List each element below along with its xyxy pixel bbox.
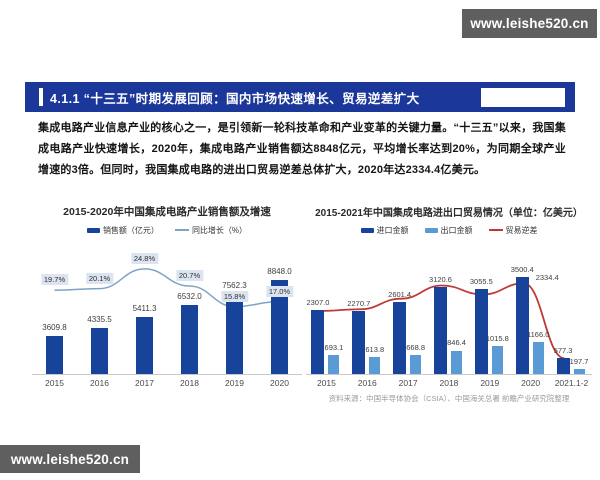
value-label: 4335.5: [87, 315, 112, 325]
x-axis-label: 2016: [90, 378, 109, 388]
value-label: 3120.6: [429, 275, 452, 285]
growth-rate-label: 15.8%: [220, 290, 249, 302]
sales-chart-legend: 销售额（亿元） 同比增长（%）: [32, 224, 302, 236]
value-label: 2307.0: [306, 297, 330, 307]
legend-item-deficit: 贸易逆差: [488, 225, 538, 236]
value-label: 2601.4: [388, 289, 412, 299]
x-axis-label: 2015: [316, 378, 336, 388]
section-title-bar: 4.1.1 “十三五”时期发展回顾：国内市场快速增长、贸易逆差扩大: [25, 82, 575, 112]
x-axis-label: 2020: [521, 378, 541, 388]
growth-rate-label: 24.8%: [130, 252, 159, 264]
export-bar: [410, 355, 422, 374]
title-highlight-box: [481, 87, 565, 107]
export-bar-swatch-icon: [424, 227, 438, 233]
legend-item-import: 进口金额: [360, 225, 409, 236]
x-axis-label: 2018: [439, 378, 459, 388]
chart-title-sales: 2015-2020年中国集成电路产业销售额及增速: [63, 206, 271, 218]
growth-rate-label: 20.7%: [175, 270, 204, 282]
sales-bar: [46, 335, 63, 374]
value-label: 7562.3: [222, 280, 247, 290]
import-bar: [515, 276, 529, 374]
x-axis-label: 2020: [270, 378, 289, 388]
value-label: 2270.7: [347, 298, 371, 308]
sales-bar: [91, 328, 108, 374]
sales-bar: [136, 316, 153, 374]
value-label: 3609.8: [42, 322, 67, 332]
growth-line-layer: [54, 268, 280, 308]
x-axis-label: 2019: [225, 378, 244, 388]
import-bar: [434, 287, 447, 374]
import-bar: [352, 310, 366, 374]
legend-label-export: 出口金额: [440, 225, 473, 235]
title-accent-bar: [39, 88, 43, 106]
value-label: 6532.0: [177, 291, 202, 301]
value-label: 577.3: [553, 345, 573, 355]
value-label: 197.7: [569, 356, 589, 366]
growth-rate-label: 19.7%: [40, 274, 69, 286]
trade-x-axis: 2015 2016 2017 2018 2019 2020 2021.1-2: [306, 378, 592, 388]
x-axis-label: 2017: [398, 378, 418, 388]
x-axis-label: 2019: [480, 378, 500, 388]
legend-label-growth: 同比增长（%）: [191, 225, 248, 235]
growth-rate-label: 20.1%: [85, 272, 114, 284]
growth-line-swatch-icon: [174, 229, 189, 231]
sales-bar: [226, 293, 243, 374]
import-bar: [474, 289, 488, 374]
value-label: 3055.5: [469, 277, 493, 287]
export-bar: [573, 368, 585, 374]
export-bar: [451, 350, 462, 374]
value-label: 693.1: [324, 342, 344, 352]
import-bar: [311, 309, 325, 374]
value-label: 1015.8: [485, 333, 509, 343]
x-axis-label: 2017: [135, 378, 154, 388]
growth-rate-label: 17.0%: [265, 285, 294, 297]
section-title: 4.1.1 “十三五”时期发展回顾：国内市场快速增长、贸易逆差扩大: [50, 91, 420, 106]
export-bar: [532, 341, 544, 374]
x-axis-label: 2016: [357, 378, 377, 388]
trade-chart-legend: 进口金额 出口金额 贸易逆差: [306, 224, 592, 236]
export-bar: [369, 356, 381, 374]
export-bar: [491, 345, 503, 374]
value-label: 3500.4: [510, 264, 534, 274]
chart-title-trade: 2015-2021年中国集成电路进出口贸易情况（单位：亿美元）: [315, 208, 583, 219]
trade-chart: 2015-2021年中国集成电路进出口贸易情况（单位：亿美元） 进口金额 出口金…: [306, 204, 592, 404]
body-paragraph: 集成电路产业信息产业的核心之一，是引领新一轮科技革命和产业变革的关键力量。“十三…: [38, 122, 566, 176]
sales-plot-area: 3609.8 4335.5 5411.3 6532.0 7562.3 8848.0 19.7…: [32, 239, 302, 375]
source-footnote: 资料来源：中国半导体协会（CSIA）、中国海关总署 前瞻产业研究院整理: [328, 394, 570, 403]
deficit-line-layer: [319, 282, 565, 360]
legend-label-import: 进口金额: [376, 225, 409, 235]
legend-item-export: 出口金额: [424, 225, 473, 236]
value-label: 613.8: [365, 344, 385, 354]
legend-item-sales: 销售额（亿元）: [86, 225, 159, 236]
x-axis-label: 2021.1-2: [554, 378, 589, 388]
import-bar: [556, 357, 570, 374]
trade-plot-area: 2307.0 693.1 2270.7 613.8 2601.4 668.8 3120.6 8…: [306, 239, 592, 375]
value-label: 1166.0: [527, 329, 550, 339]
sales-bar: [181, 304, 198, 374]
legend-label-sales: 销售额（亿元）: [102, 225, 159, 235]
watermark-top: www.leishe520.cn: [462, 9, 597, 38]
deficit-value-label: 2334.4: [535, 273, 559, 283]
value-label: 5411.3: [132, 303, 157, 313]
value-label: 668.8: [406, 343, 426, 353]
export-bar: [328, 354, 340, 374]
x-axis-label: 2018: [180, 378, 199, 388]
legend-label-deficit: 贸易逆差: [505, 225, 538, 235]
watermark-bottom: www.leishe520.cn: [0, 445, 140, 473]
import-bar: [393, 301, 407, 374]
trade-deficit-line: [319, 282, 565, 360]
x-axis-label: 2015: [45, 378, 64, 388]
import-bar-swatch-icon: [360, 227, 374, 233]
value-label: 8848.0: [267, 267, 292, 277]
sales-growth-chart: 2015-2020年中国集成电路产业销售额及增速 销售额（亿元） 同比增长（%）…: [32, 204, 302, 388]
legend-item-growth: 同比增长（%）: [174, 225, 248, 236]
deficit-line-swatch-icon: [488, 229, 503, 231]
sales-bar-swatch-icon: [86, 227, 100, 233]
sales-bar: [271, 280, 288, 374]
value-label: 846.4: [447, 338, 466, 348]
sales-x-axis: 2015 2016 2017 2018 2019 2020: [32, 378, 302, 388]
